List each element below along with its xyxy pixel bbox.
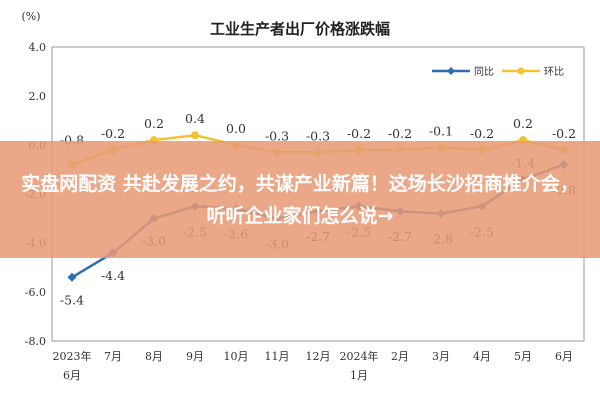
data-point-mom <box>191 131 199 140</box>
x-tick-label: 6月 <box>555 350 573 363</box>
data-label-mom: 0.2 <box>513 116 533 131</box>
x-tick-label: 2024年 <box>340 349 379 363</box>
y-tick-label: 2.0 <box>29 90 47 103</box>
x-tick-label: 4月 <box>473 350 491 363</box>
data-label-mom: 0.2 <box>144 116 164 131</box>
x-tick-label: 7月 <box>104 350 122 363</box>
overlay-banner[interactable]: 实盘网配资 共赴发展之约，共谋产业新篇！这场长沙招商推介会，听听企业家们怎么说→ <box>0 141 600 258</box>
data-label-mom: -0.3 <box>306 128 330 143</box>
data-label-mom: -0.2 <box>388 126 412 141</box>
data-label-mom: -0.2 <box>470 126 494 141</box>
x-tick-label: 1月 <box>350 369 368 382</box>
x-tick-label: 3月 <box>432 350 450 363</box>
data-label-mom: -0.1 <box>429 123 453 138</box>
data-point-yoy <box>67 272 77 282</box>
x-tick-label: 12月 <box>306 350 331 363</box>
chart-title: 工业生产者出厂价格涨跌幅 <box>210 20 390 38</box>
x-tick-label: 2023年 <box>53 349 92 363</box>
banner-text[interactable]: 实盘网配资 共赴发展之约，共谋产业新篇！这场长沙招商推介会，听听企业家们怎么说→ <box>21 172 579 227</box>
data-label-yoy: -4.4 <box>101 268 125 283</box>
data-label-mom: -0.3 <box>265 128 289 143</box>
unit-label: (%) <box>21 10 40 23</box>
data-label-mom: 0.0 <box>226 121 246 136</box>
data-label-mom: 0.4 <box>185 111 205 126</box>
x-tick-label: 9月 <box>186 350 204 363</box>
y-tick-label: -8.0 <box>25 335 46 348</box>
x-tick-label: 11月 <box>265 350 290 363</box>
legend-label-mom: 环比 <box>544 66 564 78</box>
x-tick-label: 8月 <box>145 350 163 363</box>
legend-label-yoy: 同比 <box>474 66 494 78</box>
x-tick-label: 10月 <box>224 350 249 363</box>
data-label-mom: -0.2 <box>101 126 125 141</box>
data-label-mom: -0.2 <box>552 126 576 141</box>
data-label-yoy: -5.4 <box>60 292 84 307</box>
data-label-mom: -0.2 <box>347 126 371 141</box>
legend-marker-yoy <box>447 67 455 75</box>
legend: 同比 环比 <box>432 66 564 78</box>
legend-marker-mom <box>517 67 525 75</box>
x-tick-label: 5月 <box>514 350 532 363</box>
x-tick-label: 6月 <box>63 369 81 382</box>
y-tick-label: -6.0 <box>25 286 46 299</box>
y-tick-label: 4.0 <box>29 41 47 54</box>
x-tick-label: 2月 <box>391 350 409 363</box>
